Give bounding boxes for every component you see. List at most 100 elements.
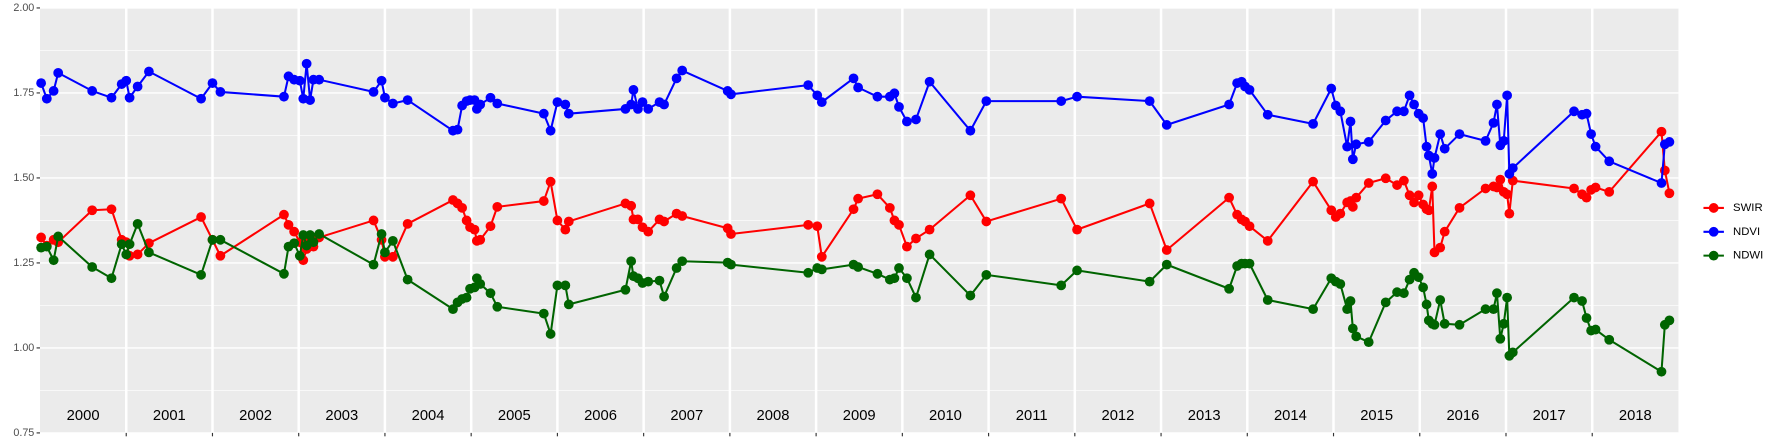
- year-label: 2012: [1102, 408, 1135, 424]
- data-point: [144, 66, 154, 77]
- data-point: [387, 235, 398, 246]
- data-point: [677, 211, 688, 221]
- data-point: [1492, 99, 1502, 110]
- data-point: [1495, 174, 1506, 185]
- data-point: [469, 224, 480, 235]
- data-point: [106, 204, 117, 215]
- data-point: [305, 95, 315, 105]
- data-point: [1656, 178, 1667, 188]
- data-point: [1244, 84, 1255, 95]
- data-point: [1502, 292, 1513, 303]
- data-point: [1404, 90, 1415, 101]
- legend-label: SWIR: [1733, 202, 1763, 214]
- year-label: 2008: [757, 408, 790, 424]
- data-point: [1492, 288, 1502, 299]
- data-point: [196, 93, 206, 104]
- data-point: [1335, 208, 1346, 219]
- data-point: [368, 87, 379, 97]
- data-point: [643, 226, 654, 237]
- data-point: [207, 234, 218, 245]
- data-point: [1507, 163, 1518, 173]
- y-tick-label: 1.75: [13, 87, 34, 99]
- data-point: [132, 81, 143, 92]
- data-point: [965, 125, 976, 136]
- data-point: [1454, 202, 1465, 213]
- data-point: [87, 262, 98, 272]
- data-point: [1244, 221, 1255, 232]
- data-point: [894, 263, 904, 273]
- data-point: [1429, 152, 1440, 163]
- data-point: [1380, 115, 1391, 126]
- data-point: [289, 226, 300, 237]
- data-point: [116, 239, 127, 250]
- data-point: [1342, 304, 1353, 315]
- data-point: [1351, 139, 1362, 150]
- data-point: [1413, 190, 1424, 201]
- y-tick-label: 0.75: [13, 427, 34, 439]
- data-point: [902, 116, 912, 127]
- data-point: [1435, 242, 1446, 253]
- data-point: [1399, 106, 1409, 117]
- data-point: [560, 224, 571, 235]
- data-point: [803, 267, 814, 278]
- data-point: [560, 99, 571, 110]
- legend-item: SWIR: [1703, 202, 1763, 214]
- data-point: [1577, 296, 1587, 306]
- data-point: [124, 92, 135, 103]
- y-tick-label: 1.50: [13, 172, 34, 184]
- data-point: [1590, 324, 1601, 335]
- data-point: [1262, 295, 1273, 305]
- data-point: [538, 308, 549, 319]
- data-point: [1380, 297, 1391, 308]
- data-point: [1435, 295, 1446, 305]
- data-point: [1380, 173, 1391, 184]
- data-point: [1399, 175, 1409, 186]
- data-point: [1161, 245, 1172, 255]
- data-point: [981, 216, 992, 227]
- data-point: [36, 232, 47, 243]
- data-point: [981, 96, 992, 106]
- data-point: [1590, 141, 1601, 152]
- data-point: [1262, 235, 1273, 246]
- data-point: [1056, 193, 1067, 204]
- data-point: [1421, 299, 1432, 310]
- data-point: [1569, 183, 1579, 194]
- data-point: [563, 216, 574, 227]
- data-point: [279, 268, 289, 279]
- data-point: [1335, 279, 1346, 289]
- data-point: [1413, 272, 1424, 283]
- year-label: 2003: [325, 408, 358, 424]
- data-point: [637, 97, 648, 108]
- data-point: [215, 87, 226, 97]
- data-point: [1072, 265, 1082, 276]
- legend-label: NDVI: [1733, 226, 1760, 238]
- data-point: [132, 249, 143, 260]
- data-point: [121, 75, 132, 86]
- data-point: [812, 221, 823, 232]
- data-point: [1345, 296, 1356, 306]
- data-point: [1072, 91, 1082, 102]
- data-point: [816, 264, 827, 275]
- data-point: [1488, 117, 1499, 128]
- data-point: [1502, 189, 1513, 200]
- data-point: [215, 250, 226, 261]
- data-point: [1363, 337, 1374, 348]
- data-point: [671, 263, 682, 273]
- data-point: [1480, 135, 1491, 146]
- data-point: [726, 89, 736, 100]
- data-point: [872, 268, 883, 279]
- data-point: [1429, 319, 1440, 330]
- data-point: [1399, 288, 1409, 299]
- data-point: [1072, 224, 1082, 235]
- data-point: [1604, 156, 1615, 167]
- data-point: [1439, 318, 1450, 329]
- data-point: [902, 273, 912, 284]
- data-point: [538, 196, 549, 206]
- data-point: [1439, 143, 1450, 154]
- year-label: 2000: [67, 408, 100, 424]
- data-point: [53, 68, 64, 78]
- data-point: [41, 93, 52, 104]
- data-point: [1418, 282, 1429, 293]
- data-point: [1224, 283, 1234, 294]
- data-point: [298, 230, 309, 240]
